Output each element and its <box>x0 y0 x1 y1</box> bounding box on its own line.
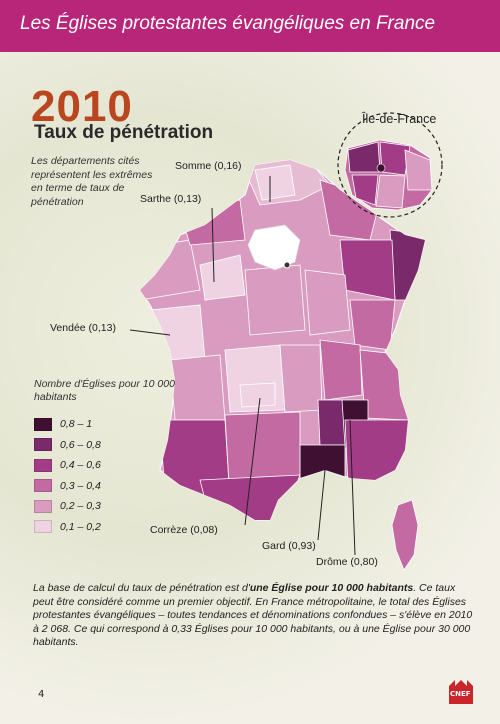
header-title: Les Églises protestantes évangéliques en… <box>20 13 436 34</box>
region-sarthe <box>199 254 246 301</box>
vendee-leader <box>129 329 171 336</box>
header-banner: Les Églises protestantes évangéliques en… <box>0 0 500 52</box>
legend-item: 0,6 – 0,8 <box>34 435 101 456</box>
callout-sarthe: Sarthe (0,13) <box>140 193 202 205</box>
body-paragraph: La base de calcul du taux de pénétration… <box>33 582 473 648</box>
gard-leader <box>317 469 326 541</box>
region-auvergne <box>279 344 323 413</box>
callout-gard: Gard (0,93) <box>262 540 316 552</box>
region-burgundy <box>304 269 351 336</box>
legend-swatch <box>34 499 52 513</box>
region-somme <box>254 164 296 201</box>
region-lorraine <box>339 239 396 301</box>
inset-map <box>344 139 433 211</box>
inset-title: Île-de-France <box>362 112 437 126</box>
legend-swatch <box>34 417 52 431</box>
cnef-logo <box>449 680 473 704</box>
map-description: Les départements cités représentent les … <box>31 155 153 208</box>
legend-swatch <box>34 458 52 472</box>
region-franche <box>349 299 396 351</box>
callout-correze: Corrèze (0,08) <box>150 524 218 536</box>
legend-item: 0,3 – 0,4 <box>34 476 101 497</box>
corsica <box>391 499 419 571</box>
legend-item: 0,4 – 0,6 <box>34 455 101 476</box>
correze-leader <box>244 397 261 526</box>
callout-drome: Drôme (0,80) <box>316 556 378 568</box>
legend-swatch <box>34 479 52 493</box>
year-heading: 2010 <box>31 82 133 131</box>
region-vendee <box>149 304 206 361</box>
paris-marker <box>283 261 291 269</box>
inset-circle <box>337 112 443 218</box>
legend-title: Nombre d'Églises pour 10 000 habitants <box>34 378 175 403</box>
legend-item: 0,1 – 0,2 <box>34 517 101 538</box>
callout-vendee: Vendée (0,13) <box>50 322 116 334</box>
legend-item: 0,2 – 0,3 <box>34 496 101 517</box>
sarthe-leader <box>211 207 215 283</box>
legend-item: 0,8 – 1 <box>34 414 101 435</box>
region-provence <box>344 419 411 486</box>
region-center <box>244 264 306 336</box>
page-number: 4 <box>38 689 45 700</box>
region-rhone <box>319 339 363 401</box>
legend-swatch <box>34 520 52 534</box>
callout-somme: Somme (0,16) <box>175 160 242 172</box>
region-correze <box>239 382 276 408</box>
logo-text: CNEF <box>450 690 471 698</box>
legend: 0,8 – 1 0,6 – 0,8 0,4 – 0,6 0,3 – 0,4 0,… <box>34 414 101 537</box>
drome-leader <box>349 419 356 556</box>
legend-swatch <box>34 438 52 452</box>
map-subtitle: Taux de pénétration <box>34 122 214 143</box>
region-ardeche <box>317 399 346 446</box>
